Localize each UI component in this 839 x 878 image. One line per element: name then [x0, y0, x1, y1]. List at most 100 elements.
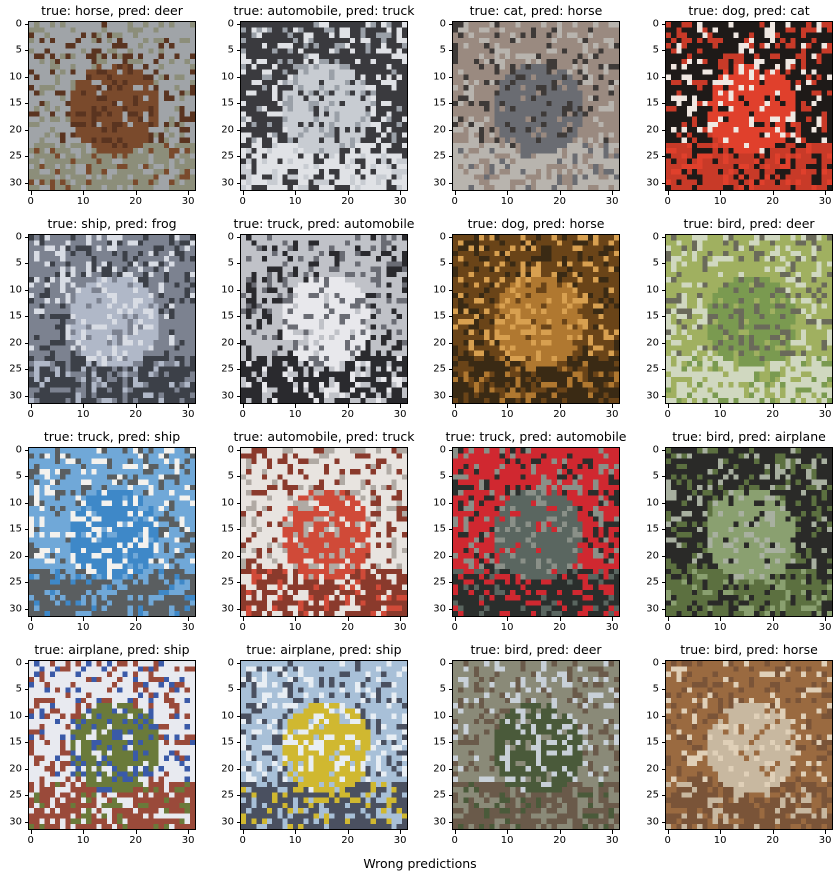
y-tick-label: 5	[652, 257, 659, 269]
y-tick-mark	[448, 316, 452, 318]
y-tick-label: 15	[9, 736, 22, 748]
y-tick-label: 0	[15, 657, 22, 669]
y-tick-label: 5	[227, 470, 234, 482]
x-tick-mark	[612, 404, 614, 408]
x-tick-label: 30	[818, 196, 832, 207]
y-tick-label: 15	[646, 736, 659, 748]
x-tick-label: 0	[27, 835, 34, 846]
y-tick-label: 10	[9, 284, 22, 296]
y-tick-mark	[661, 822, 665, 824]
x-tick-mark	[720, 617, 722, 621]
x-tick-label: 0	[664, 622, 671, 633]
x-tick-label: 20	[766, 196, 779, 207]
y-tick-mark	[236, 183, 240, 185]
y-tick-mark	[24, 502, 28, 504]
y-tick-label: 5	[227, 683, 234, 695]
x-tick-mark	[720, 191, 722, 195]
y-tick-label: 10	[221, 497, 234, 509]
x-tick-mark	[720, 830, 722, 834]
y-tick-mark	[448, 742, 452, 744]
panel-title: true: truck, pred: automobile	[445, 429, 627, 444]
panel-title: true: cat, pred: horse	[469, 3, 603, 18]
y-tick-label: 10	[433, 284, 446, 296]
y-tick-label: 30	[433, 816, 446, 828]
y-tick-mark	[448, 609, 452, 611]
y-tick-label: 10	[221, 710, 234, 722]
y-tick-mark	[661, 502, 665, 504]
x-tick-label: 30	[818, 409, 832, 420]
panel-image	[665, 234, 833, 404]
x-tick-mark	[454, 404, 456, 408]
y-tick-mark	[24, 183, 28, 185]
y-tick-label: 25	[433, 363, 446, 375]
x-tick-mark	[772, 830, 774, 834]
y-tick-mark	[661, 183, 665, 185]
y-tick-label: 5	[15, 683, 22, 695]
y-tick-label: 15	[433, 310, 446, 322]
x-tick-mark	[188, 191, 190, 195]
x-tick-label: 20	[341, 835, 354, 846]
x-tick-mark	[400, 404, 402, 408]
x-tick-label: 10	[500, 409, 514, 420]
y-tick-label: 30	[433, 177, 446, 189]
panel-image	[665, 447, 833, 617]
y-tick-mark	[24, 555, 28, 557]
y-tick-label: 20	[433, 124, 446, 136]
x-tick-label: 0	[27, 622, 34, 633]
y-tick-mark	[24, 289, 28, 291]
y-tick-label: 0	[15, 18, 22, 30]
y-tick-label: 5	[15, 44, 22, 56]
y-tick-label: 15	[433, 523, 446, 535]
y-tick-mark	[236, 156, 240, 158]
x-tick-mark	[295, 404, 297, 408]
y-tick-label: 0	[439, 231, 446, 243]
y-tick-mark	[661, 76, 665, 78]
x-tick-label: 10	[713, 835, 727, 846]
y-tick-mark	[236, 822, 240, 824]
y-tick-mark	[24, 103, 28, 105]
y-tick-mark	[236, 449, 240, 451]
y-tick-label: 30	[433, 390, 446, 402]
y-tick-mark	[236, 342, 240, 344]
panel-title: true: airplane, pred: ship	[246, 642, 402, 657]
x-tick-label: 0	[239, 622, 246, 633]
y-tick-label: 5	[439, 257, 446, 269]
y-tick-mark	[236, 795, 240, 797]
x-tick-label: 10	[288, 622, 302, 633]
x-tick-label: 30	[393, 196, 407, 207]
y-tick-mark	[661, 768, 665, 770]
y-tick-mark	[236, 609, 240, 611]
y-tick-mark	[236, 555, 240, 557]
panel-title: true: bird, pred: airplane	[672, 429, 826, 444]
x-tick-mark	[612, 617, 614, 621]
x-tick-label: 10	[500, 835, 514, 846]
y-tick-label: 10	[9, 497, 22, 509]
y-tick-label: 30	[9, 177, 22, 189]
panel-title: true: dog, pred: horse	[467, 216, 605, 231]
y-tick-label: 15	[646, 310, 659, 322]
x-tick-mark	[188, 404, 190, 408]
panel-title: true: automobile, pred: truck	[233, 429, 415, 444]
x-tick-mark	[30, 191, 32, 195]
y-tick-label: 0	[652, 18, 659, 30]
y-tick-mark	[661, 742, 665, 744]
x-tick-mark	[559, 830, 561, 834]
y-tick-label: 15	[221, 523, 234, 535]
x-tick-mark	[507, 830, 509, 834]
y-tick-mark	[661, 103, 665, 105]
panel-title: true: bird, pred: horse	[680, 642, 818, 657]
x-tick-label: 10	[288, 835, 302, 846]
panel-image	[240, 21, 408, 191]
x-tick-label: 20	[553, 622, 566, 633]
panel-title: true: automobile, pred: truck	[233, 3, 415, 18]
y-tick-label: 25	[221, 576, 234, 588]
x-tick-label: 0	[27, 409, 34, 420]
y-tick-mark	[448, 369, 452, 371]
y-tick-mark	[448, 156, 452, 158]
y-tick-label: 15	[221, 97, 234, 109]
x-tick-mark	[400, 830, 402, 834]
y-tick-mark	[24, 768, 28, 770]
y-tick-label: 30	[9, 816, 22, 828]
x-tick-mark	[188, 830, 190, 834]
y-tick-mark	[24, 822, 28, 824]
